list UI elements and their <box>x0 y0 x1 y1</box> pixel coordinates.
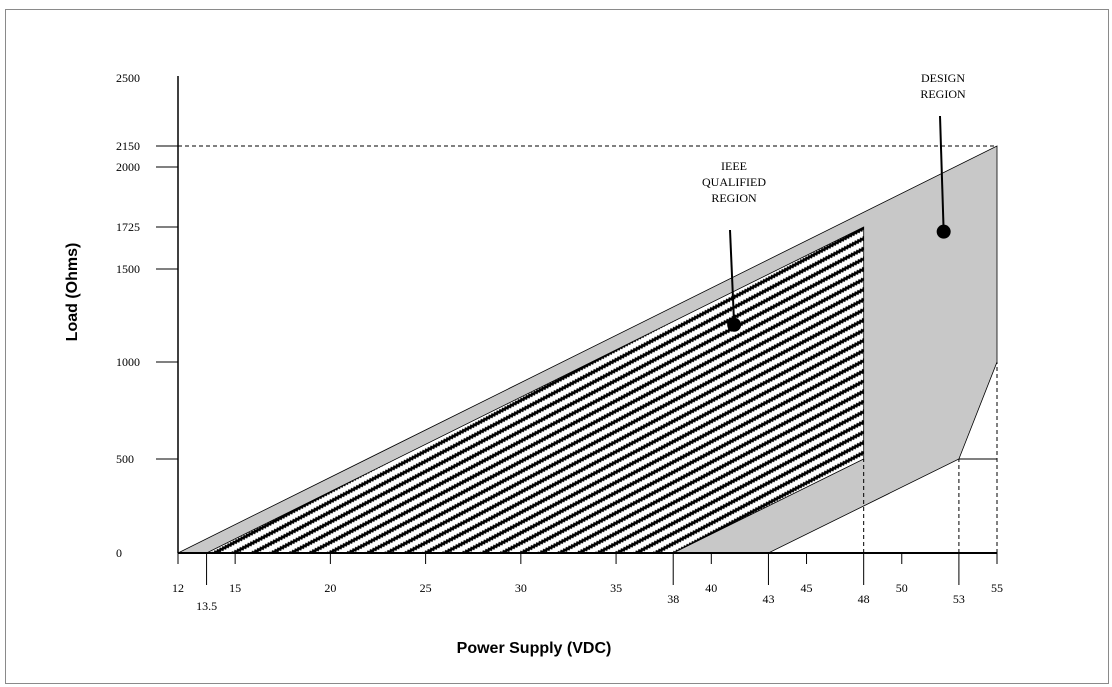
x-tick-label: 15 <box>229 581 241 595</box>
x-tick-label: 20 <box>324 581 336 595</box>
y-tick-label: 500 <box>116 452 134 466</box>
x-tick-label: 35 <box>610 581 622 595</box>
y-axis-title: Load (Ohms) <box>64 243 81 342</box>
y-tick-label: 2000 <box>116 160 140 174</box>
region-label-line: DESIGN <box>921 71 965 85</box>
x-tick-label: 38 <box>667 592 679 606</box>
ieee-qualified-region <box>206 226 865 554</box>
x-tick-label: 43 <box>762 592 774 606</box>
x-tick-label: 30 <box>515 581 527 595</box>
region-label-line: REGION <box>711 191 757 205</box>
ieee-region-callout: IEEE QUALIFIED REGION <box>702 159 766 332</box>
y-tick-label: 1000 <box>116 355 140 369</box>
region-label-line: IEEE <box>721 159 747 173</box>
x-tick-label: 55 <box>991 581 1003 595</box>
design-region-callout: DESIGN REGION <box>920 71 966 239</box>
region-label-line: QUALIFIED <box>702 175 766 189</box>
y-tick-label: 1500 <box>116 262 140 276</box>
region-labels-layer: DESIGN REGION IEEE QUALIFIED REGION <box>702 71 966 332</box>
x-tick-label: 48 <box>858 592 870 606</box>
y-tick-label: 2150 <box>116 139 140 153</box>
reference-lines-layer <box>178 145 998 553</box>
y-tick-label: 2500 <box>116 71 140 85</box>
leader-line <box>729 229 736 325</box>
x-tick-label: 50 <box>896 581 908 595</box>
x-tick-label: 12 <box>172 581 184 595</box>
x-tick-label: 45 <box>801 581 813 595</box>
region-label-line: REGION <box>920 87 966 101</box>
x-tick-label: 13.5 <box>196 599 217 613</box>
y-tick-label: 0 <box>116 546 122 560</box>
y-tick-label: 1725 <box>116 220 140 234</box>
axes-layer: 12 13.5 15 20 25 30 35 38 40 43 45 48 50 53 55 0 500 1000… <box>116 71 1003 613</box>
x-tick-label: 25 <box>420 581 432 595</box>
leader-line <box>939 115 945 232</box>
region-marker-dot <box>936 224 951 239</box>
x-tick-label: 53 <box>953 592 965 606</box>
region-marker-dot <box>727 317 742 332</box>
x-tick-label: 40 <box>705 581 717 595</box>
x-axis-title: Power Supply (VDC) <box>457 640 612 657</box>
regions-layer <box>177 145 998 554</box>
